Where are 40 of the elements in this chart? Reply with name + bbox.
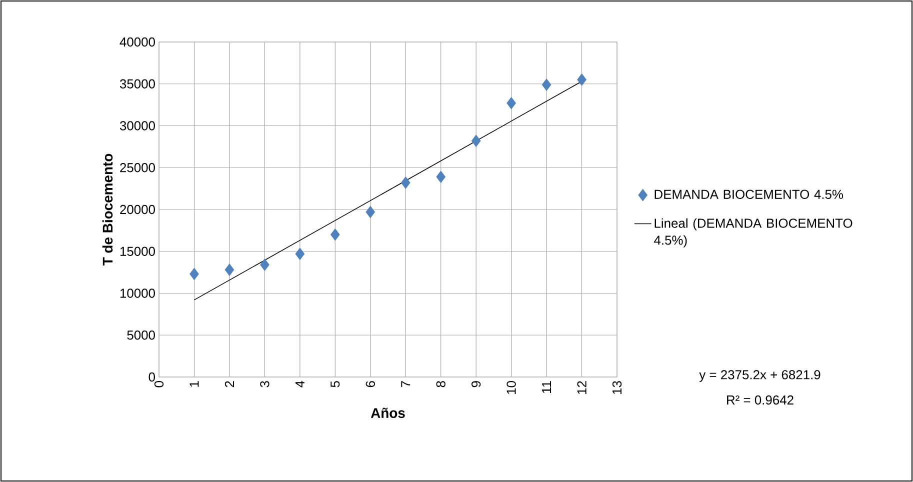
- point: [366, 206, 376, 218]
- y-tick-label: 40000: [120, 37, 155, 47]
- text: y = 2375.2x + 6821.9: [699, 370, 820, 382]
- x-tick-label: 12: [577, 381, 586, 394]
- point: [260, 258, 270, 271]
- x-tick-label: 0: [154, 381, 164, 388]
- point: [577, 73, 586, 86]
- point: [506, 96, 516, 110]
- point: [330, 228, 340, 241]
- y-tick-label: 10000: [120, 288, 155, 298]
- y-tick-label: 20000: [120, 204, 155, 214]
- x-tick-label: 10: [506, 381, 516, 394]
- point: [190, 268, 199, 280]
- x-tick-label: 3: [260, 381, 270, 388]
- x-tick-label: 7: [401, 381, 410, 388]
- legend-label: Lineal (DEMANDA BIOCEMENTO 4.5%): [654, 218, 852, 248]
- x-axis-title: Años: [370, 408, 405, 418]
- x-tick-label: 4: [295, 380, 304, 388]
- x-tick-label: 5: [330, 381, 340, 388]
- y-tick-label: 35000: [120, 79, 155, 88]
- x-tick-label: 13: [612, 381, 622, 394]
- x-tick-label: 6: [366, 381, 375, 388]
- legend-label: DEMANDA BIOCEMENTO 4.5%: [654, 190, 844, 199]
- point: [542, 78, 552, 91]
- x-tick-label: 8: [436, 381, 446, 388]
- x-tick-label: 1: [190, 381, 199, 387]
- point: [400, 176, 410, 189]
- y-axis-title: T de Biocemento: [102, 154, 113, 266]
- y-tick-label: 25000: [120, 163, 155, 172]
- y-tick-label: 5000: [127, 330, 155, 340]
- point: [224, 264, 234, 276]
- point: [471, 134, 481, 148]
- point: [295, 248, 305, 260]
- y-tick-label: 30000: [120, 121, 155, 130]
- point: [436, 170, 446, 184]
- x-tick-label: 9: [471, 381, 481, 388]
- text: R² = 0.9642: [727, 395, 794, 405]
- x-tick-label: 2: [224, 381, 234, 388]
- y-tick-label: 15000: [120, 246, 155, 256]
- x-tick-label: 11: [542, 381, 551, 393]
